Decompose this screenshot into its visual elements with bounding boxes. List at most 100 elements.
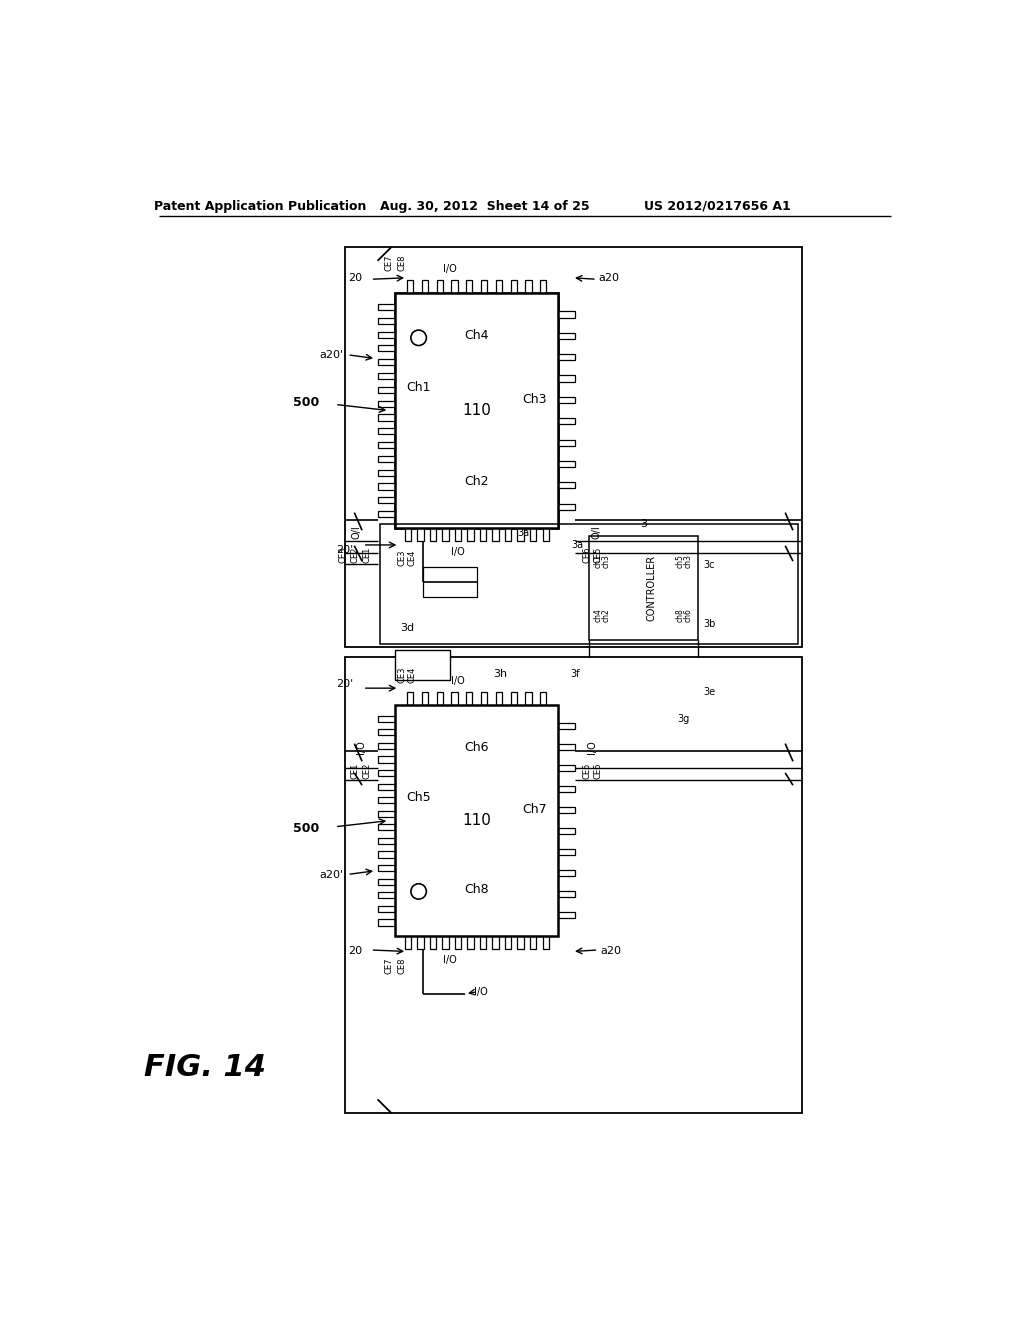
Bar: [493, 936, 499, 949]
Text: O/I: O/I: [592, 525, 602, 539]
Bar: [496, 692, 502, 705]
Text: 3a: 3a: [571, 540, 584, 550]
Bar: [418, 528, 424, 541]
Bar: [378, 304, 395, 310]
Bar: [589, 536, 697, 640]
Bar: [442, 528, 449, 541]
Bar: [517, 936, 523, 949]
Text: CE3: CE3: [339, 546, 348, 564]
Text: a20': a20': [319, 870, 344, 879]
Bar: [378, 851, 395, 858]
Text: 3g: 3g: [678, 714, 690, 723]
Bar: [430, 528, 436, 541]
Bar: [378, 483, 395, 490]
Bar: [378, 455, 395, 462]
Text: ch3: ch3: [684, 554, 693, 568]
Bar: [543, 528, 549, 541]
Bar: [345, 657, 802, 1113]
Bar: [480, 936, 486, 949]
Bar: [378, 414, 395, 421]
Bar: [380, 524, 799, 644]
Bar: [395, 649, 450, 681]
Bar: [378, 824, 395, 830]
Bar: [467, 528, 473, 541]
Text: FIG. 14: FIG. 14: [144, 1052, 266, 1081]
Bar: [558, 828, 575, 834]
Text: a20': a20': [319, 350, 344, 360]
Text: CE3: CE3: [397, 549, 407, 566]
Bar: [558, 503, 575, 510]
Text: CONTROLLER: CONTROLLER: [646, 554, 656, 620]
Bar: [525, 692, 531, 705]
Text: Aug. 30, 2012  Sheet 14 of 25: Aug. 30, 2012 Sheet 14 of 25: [380, 199, 590, 213]
Bar: [558, 375, 575, 381]
Bar: [408, 280, 414, 293]
Bar: [511, 280, 517, 293]
Text: CE7: CE7: [385, 958, 393, 974]
Bar: [378, 906, 395, 912]
Text: Ch4: Ch4: [465, 329, 489, 342]
Text: 110: 110: [462, 403, 492, 418]
Bar: [378, 470, 395, 475]
Bar: [378, 511, 395, 517]
Bar: [558, 333, 575, 339]
Bar: [558, 397, 575, 403]
Text: I/O: I/O: [451, 676, 464, 686]
Text: a20: a20: [598, 273, 618, 282]
Text: ch2: ch2: [602, 607, 610, 622]
Bar: [378, 359, 395, 366]
Bar: [558, 807, 575, 813]
Bar: [493, 528, 499, 541]
Text: ch6: ch6: [684, 607, 693, 622]
Bar: [558, 766, 575, 771]
Text: I/O: I/O: [442, 264, 457, 275]
Bar: [530, 936, 537, 949]
Bar: [466, 692, 472, 705]
Bar: [558, 354, 575, 360]
Bar: [442, 936, 449, 949]
Text: CE8: CE8: [397, 958, 407, 974]
Text: CE1: CE1: [350, 763, 359, 779]
Text: ch5: ch5: [676, 554, 685, 568]
Bar: [395, 293, 558, 528]
Bar: [511, 692, 517, 705]
Bar: [543, 936, 549, 949]
Bar: [558, 312, 575, 318]
Bar: [378, 498, 395, 503]
Bar: [467, 936, 473, 949]
Text: CE1: CE1: [362, 546, 372, 564]
Bar: [378, 428, 395, 434]
Text: a20: a20: [600, 946, 622, 957]
Bar: [378, 318, 395, 323]
Bar: [378, 400, 395, 407]
Bar: [455, 528, 461, 541]
Text: ch1: ch1: [594, 554, 603, 568]
Text: 500: 500: [293, 822, 319, 834]
Text: CE4: CE4: [408, 667, 417, 684]
Bar: [430, 936, 436, 949]
Bar: [408, 692, 414, 705]
Bar: [455, 936, 461, 949]
Text: 20': 20': [336, 678, 353, 689]
Text: Ch2: Ch2: [465, 475, 489, 488]
Bar: [530, 528, 537, 541]
Bar: [558, 482, 575, 488]
Text: 3: 3: [640, 519, 647, 529]
Bar: [378, 743, 395, 748]
Bar: [541, 280, 547, 293]
Text: CE4: CE4: [408, 550, 417, 566]
Bar: [345, 247, 802, 647]
Bar: [436, 280, 442, 293]
Bar: [525, 280, 531, 293]
Bar: [423, 566, 477, 598]
Text: 3e: 3e: [703, 686, 716, 697]
Text: I/O: I/O: [474, 986, 487, 997]
Text: ch4: ch4: [594, 607, 603, 622]
Text: Ch8: Ch8: [465, 883, 489, 896]
Text: CE8: CE8: [397, 255, 407, 272]
Bar: [378, 784, 395, 789]
Bar: [466, 280, 472, 293]
Bar: [378, 770, 395, 776]
Text: CE3: CE3: [397, 667, 407, 684]
Bar: [378, 838, 395, 843]
